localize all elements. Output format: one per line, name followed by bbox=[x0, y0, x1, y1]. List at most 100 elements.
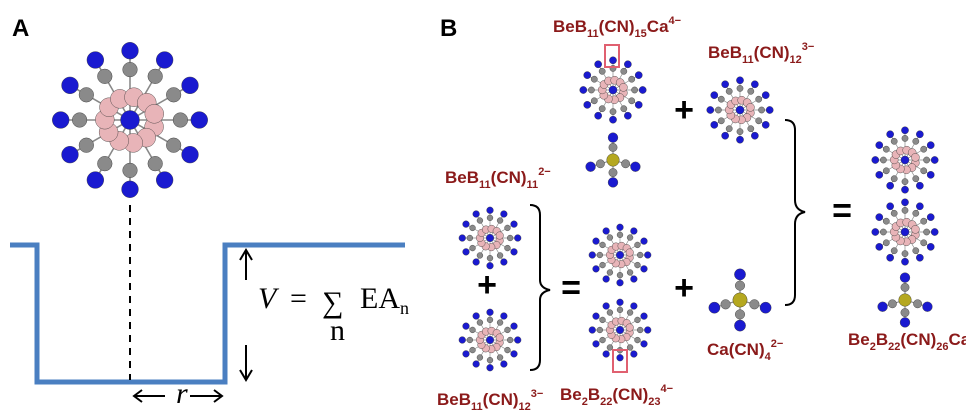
highlight bbox=[612, 349, 628, 373]
atom bbox=[900, 227, 910, 237]
atom bbox=[579, 86, 588, 94]
atom bbox=[598, 105, 606, 113]
label-sup: 4− bbox=[669, 15, 682, 27]
atom bbox=[619, 83, 628, 92]
term-sub: n bbox=[400, 298, 409, 318]
label-sup: 2− bbox=[538, 166, 551, 178]
atom bbox=[630, 227, 638, 235]
atom bbox=[901, 126, 909, 135]
label-sub: 11 bbox=[742, 54, 754, 66]
atom bbox=[644, 251, 652, 259]
atom bbox=[588, 251, 596, 259]
atom bbox=[172, 112, 188, 128]
label-text: (CN) bbox=[612, 385, 648, 404]
atom bbox=[886, 181, 894, 190]
atom bbox=[588, 86, 595, 94]
atom bbox=[706, 106, 715, 114]
atom bbox=[916, 181, 924, 190]
atom bbox=[602, 350, 610, 358]
atom bbox=[877, 301, 888, 312]
atom bbox=[634, 316, 641, 324]
atom bbox=[916, 253, 924, 262]
atom bbox=[514, 336, 522, 344]
atom bbox=[875, 213, 884, 221]
atom bbox=[486, 316, 494, 323]
atom bbox=[495, 333, 504, 342]
atom bbox=[606, 309, 614, 316]
atom bbox=[121, 180, 139, 198]
atom bbox=[486, 262, 494, 270]
atom bbox=[510, 322, 518, 330]
atom bbox=[640, 312, 648, 320]
atom bbox=[607, 132, 619, 143]
label-text: (CN) bbox=[599, 17, 635, 36]
label-sub: 12 bbox=[790, 54, 802, 66]
atom bbox=[592, 340, 600, 348]
atom bbox=[882, 217, 890, 225]
label-text: (CN) bbox=[754, 43, 790, 62]
atom bbox=[912, 247, 920, 255]
atom bbox=[72, 112, 88, 128]
atom bbox=[746, 103, 755, 112]
atom bbox=[486, 234, 494, 242]
atom bbox=[78, 87, 94, 103]
atom bbox=[912, 209, 920, 217]
atom bbox=[156, 171, 174, 189]
atom bbox=[875, 243, 884, 251]
atom bbox=[710, 91, 719, 99]
label-text: (CN) bbox=[900, 330, 936, 349]
atom bbox=[720, 299, 731, 310]
atom bbox=[626, 234, 634, 241]
atom bbox=[875, 171, 884, 179]
atom bbox=[510, 248, 518, 256]
label-text: Be bbox=[848, 330, 870, 349]
atom bbox=[620, 67, 628, 75]
atom bbox=[625, 323, 634, 332]
atom bbox=[920, 239, 928, 247]
atom bbox=[609, 108, 617, 115]
atom bbox=[717, 95, 725, 103]
atom bbox=[626, 269, 634, 276]
atom bbox=[761, 91, 770, 99]
atom bbox=[890, 209, 898, 217]
atom bbox=[469, 326, 476, 334]
atom bbox=[916, 130, 924, 139]
atom bbox=[630, 350, 638, 358]
atom bbox=[625, 248, 634, 257]
atom bbox=[911, 153, 920, 162]
formula-index: n bbox=[330, 314, 345, 347]
atom bbox=[751, 80, 759, 89]
atom bbox=[462, 220, 470, 228]
atom bbox=[469, 224, 476, 232]
label-sub: 26 bbox=[936, 341, 948, 353]
atom bbox=[628, 75, 636, 83]
atom bbox=[583, 71, 592, 79]
atom bbox=[594, 111, 602, 120]
atom bbox=[616, 251, 624, 259]
atom bbox=[758, 106, 765, 114]
formula-eq: = bbox=[290, 282, 307, 315]
atom bbox=[592, 265, 600, 273]
atom bbox=[495, 231, 504, 240]
atom bbox=[747, 125, 755, 133]
atom bbox=[640, 265, 648, 273]
atom bbox=[882, 145, 890, 153]
atom bbox=[912, 137, 920, 145]
atom bbox=[765, 106, 774, 114]
atom bbox=[507, 336, 514, 344]
atom bbox=[882, 167, 890, 175]
atom bbox=[504, 224, 511, 232]
atom bbox=[637, 251, 644, 259]
atom bbox=[736, 85, 744, 92]
atom bbox=[736, 128, 744, 135]
atom bbox=[599, 336, 606, 344]
atom bbox=[500, 360, 508, 368]
label-sub: 2 bbox=[582, 396, 588, 408]
atom bbox=[901, 207, 909, 214]
atom bbox=[621, 159, 630, 169]
atom bbox=[596, 159, 605, 169]
atom bbox=[923, 228, 930, 236]
formula: V = ∑ n EAn bbox=[258, 282, 409, 347]
formula-label: BeB11(CN)15Ca4− bbox=[553, 15, 681, 40]
atom bbox=[725, 125, 733, 133]
